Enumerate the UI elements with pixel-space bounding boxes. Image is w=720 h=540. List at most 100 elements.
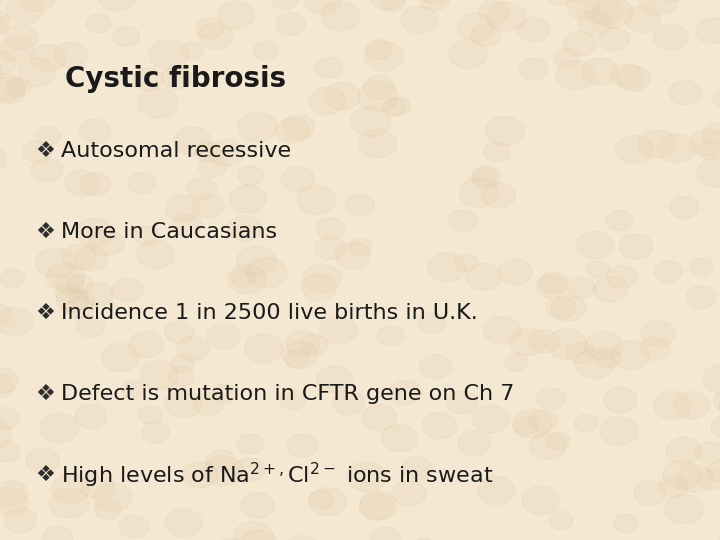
Circle shape (382, 98, 405, 116)
Circle shape (76, 315, 106, 338)
Circle shape (244, 334, 283, 363)
Circle shape (309, 87, 346, 114)
Circle shape (699, 469, 720, 490)
Circle shape (133, 226, 160, 246)
Circle shape (149, 39, 189, 70)
Circle shape (94, 483, 132, 512)
Circle shape (362, 404, 397, 430)
Text: More in Caucasians: More in Caucasians (61, 222, 277, 242)
Circle shape (640, 338, 670, 360)
Circle shape (346, 194, 374, 216)
Circle shape (55, 273, 84, 295)
Circle shape (271, 0, 299, 10)
Circle shape (528, 330, 559, 353)
Circle shape (113, 26, 140, 46)
Circle shape (625, 6, 660, 32)
Circle shape (714, 388, 720, 414)
Circle shape (172, 214, 202, 237)
Circle shape (36, 127, 61, 146)
Circle shape (485, 116, 524, 146)
Circle shape (0, 488, 28, 516)
Circle shape (315, 57, 343, 78)
Circle shape (719, 393, 720, 419)
Circle shape (0, 50, 16, 76)
Circle shape (509, 328, 546, 356)
Circle shape (564, 31, 596, 56)
Circle shape (319, 315, 357, 344)
Circle shape (165, 509, 202, 537)
Circle shape (665, 494, 704, 524)
Circle shape (349, 238, 372, 255)
Circle shape (359, 130, 397, 158)
Circle shape (401, 6, 438, 33)
Circle shape (282, 536, 321, 540)
Circle shape (316, 218, 346, 240)
Circle shape (654, 392, 690, 419)
Circle shape (140, 361, 179, 389)
Circle shape (66, 296, 95, 318)
Circle shape (371, 527, 401, 540)
Circle shape (56, 288, 89, 312)
Circle shape (0, 374, 14, 399)
Circle shape (129, 332, 164, 358)
Circle shape (237, 246, 276, 276)
Circle shape (309, 488, 346, 516)
Circle shape (177, 336, 210, 360)
Circle shape (76, 218, 113, 246)
Circle shape (0, 0, 4, 6)
Circle shape (513, 409, 552, 438)
Circle shape (702, 124, 720, 144)
Circle shape (669, 80, 701, 105)
Circle shape (529, 432, 566, 460)
Circle shape (229, 185, 266, 213)
Circle shape (6, 78, 31, 97)
Circle shape (410, 538, 438, 540)
Circle shape (418, 313, 445, 333)
Circle shape (546, 329, 587, 359)
Circle shape (386, 97, 410, 116)
Circle shape (657, 133, 696, 163)
Circle shape (26, 448, 59, 473)
Circle shape (174, 126, 211, 155)
Circle shape (70, 291, 95, 309)
Text: ❖: ❖ (35, 222, 55, 242)
Circle shape (546, 297, 575, 319)
Circle shape (607, 266, 637, 288)
Circle shape (472, 167, 497, 186)
Circle shape (102, 343, 139, 372)
Circle shape (586, 261, 610, 278)
Text: Cystic fibrosis: Cystic fibrosis (65, 65, 286, 93)
Circle shape (53, 42, 88, 68)
Circle shape (690, 129, 720, 156)
Circle shape (613, 514, 638, 532)
Circle shape (419, 0, 449, 11)
Circle shape (471, 24, 501, 46)
Circle shape (0, 59, 1, 86)
Circle shape (119, 516, 149, 538)
Circle shape (6, 0, 43, 24)
Circle shape (616, 136, 654, 164)
Circle shape (619, 234, 653, 259)
Circle shape (595, 348, 621, 368)
Circle shape (594, 276, 629, 302)
Circle shape (706, 461, 720, 482)
Circle shape (711, 414, 720, 440)
Circle shape (611, 341, 650, 370)
Circle shape (347, 462, 387, 491)
Circle shape (606, 210, 634, 231)
Circle shape (638, 0, 679, 15)
Circle shape (479, 1, 509, 23)
Circle shape (639, 130, 676, 158)
Circle shape (553, 48, 580, 68)
Circle shape (546, 432, 570, 450)
Circle shape (0, 420, 12, 449)
Circle shape (663, 461, 701, 489)
Circle shape (477, 476, 516, 504)
Circle shape (0, 36, 33, 62)
Circle shape (359, 491, 397, 520)
Circle shape (65, 170, 100, 197)
Circle shape (240, 493, 275, 518)
Circle shape (286, 331, 320, 356)
Circle shape (562, 0, 593, 3)
Circle shape (309, 491, 333, 509)
